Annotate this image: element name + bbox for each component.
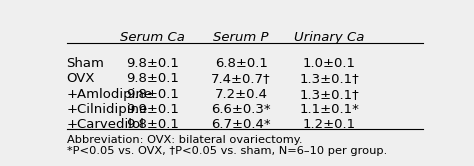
Text: +Carvedilol: +Carvedilol [66,118,145,131]
Text: +Amlodipine: +Amlodipine [66,88,153,101]
Text: 9.9±0.1: 9.9±0.1 [127,103,179,116]
Text: 9.8±0.1: 9.8±0.1 [127,88,179,101]
Text: *P<0.05 vs. OVX, †P<0.05 vs. sham, N=6–10 per group.: *P<0.05 vs. OVX, †P<0.05 vs. sham, N=6–1… [66,146,387,157]
Text: 6.6±0.3*: 6.6±0.3* [211,103,271,116]
Text: 1.3±0.1†: 1.3±0.1† [300,72,359,85]
Text: Serum Ca: Serum Ca [120,31,185,44]
Text: 9.8±0.1: 9.8±0.1 [127,118,179,131]
Text: Abbreviation: OVX: bilateral ovariectomy.: Abbreviation: OVX: bilateral ovariectomy… [66,135,302,145]
Text: 6.7±0.4*: 6.7±0.4* [211,118,271,131]
Text: 9.8±0.1: 9.8±0.1 [127,57,179,70]
Text: 9.8±0.1: 9.8±0.1 [127,72,179,85]
Text: 7.4±0.7†: 7.4±0.7† [211,72,271,85]
Text: 1.2±0.1: 1.2±0.1 [303,118,356,131]
Text: 1.1±0.1*: 1.1±0.1* [299,103,359,116]
Text: 7.2±0.4: 7.2±0.4 [215,88,268,101]
Text: Urinary Ca: Urinary Ca [294,31,365,44]
Text: Sham: Sham [66,57,104,70]
Text: 1.0±0.1: 1.0±0.1 [303,57,356,70]
Text: Serum P: Serum P [213,31,269,44]
Text: OVX: OVX [66,72,95,85]
Text: +Cilnidipine: +Cilnidipine [66,103,148,116]
Text: 1.3±0.1†: 1.3±0.1† [300,88,359,101]
Text: 6.8±0.1: 6.8±0.1 [215,57,267,70]
